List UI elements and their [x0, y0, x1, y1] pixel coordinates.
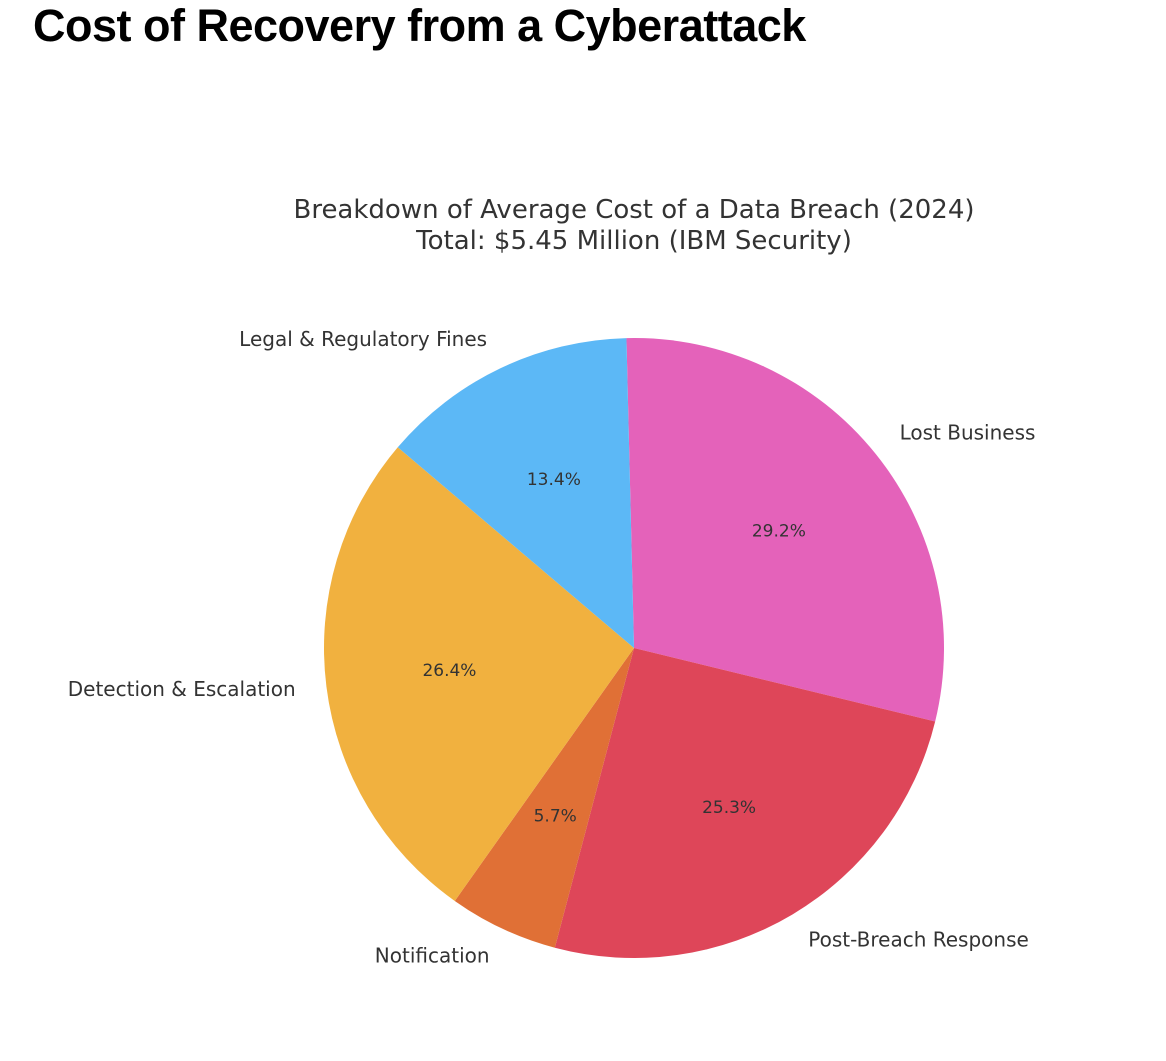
slice-label-notification: Notification	[375, 943, 490, 967]
chart-title-line-1: Breakdown of Average Cost of a Data Brea…	[293, 195, 974, 225]
pie-slice-legal-and-regulatory-fines	[397, 338, 634, 648]
chart-title-line-2: Total: $5.45 Million (IBM Security)	[415, 226, 852, 256]
pie-slice-notification	[454, 648, 634, 948]
pie-slice-post-breach-response	[554, 648, 936, 958]
pct-label-detection-and-escalation: 26.4%	[422, 661, 476, 681]
page-title: Cost of Recovery from a Cyberattack	[33, 0, 806, 51]
slice-label-legal-and-regulatory-fines: Legal & Regulatory Fines	[239, 327, 487, 351]
slice-label-detection-and-escalation: Detection & Escalation	[68, 677, 296, 701]
pie-slice-lost-business	[626, 338, 944, 722]
pct-label-post-breach-response: 25.3%	[702, 798, 756, 818]
pct-label-notification: 5.7%	[534, 806, 577, 826]
pie-slices	[324, 338, 944, 958]
slice-label-lost-business: Lost Business	[900, 421, 1036, 445]
pct-label-lost-business: 29.2%	[752, 521, 806, 541]
slice-label-post-breach-response: Post-Breach Response	[808, 928, 1029, 952]
pie-labels: Lost Business 29.2% Post-Breach Response 25…	[68, 327, 1036, 968]
pct-label-legal-and-regulatory-fines: 13.4%	[527, 470, 581, 490]
pie-slice-detection-and-escalation	[324, 447, 634, 901]
